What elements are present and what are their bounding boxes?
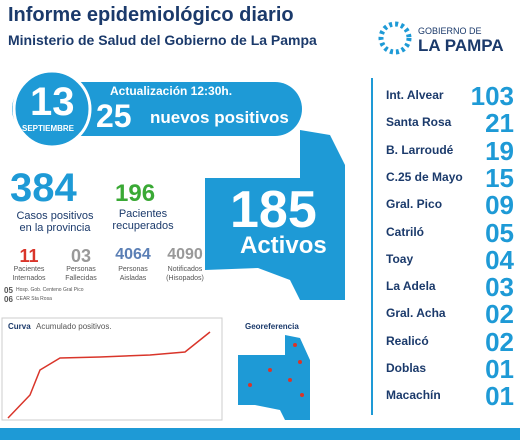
locality-name: Catriló — [386, 224, 425, 239]
locality-count: 21 — [485, 108, 514, 139]
curve-title: Curva — [8, 322, 31, 331]
small-stat-label: Pacientes — [13, 266, 45, 273]
locality-name: Toay — [386, 251, 414, 266]
small-stat-label2: (Hisopados) — [166, 275, 204, 282]
locality-count: 01 — [485, 354, 514, 384]
locality-count: 02 — [485, 299, 514, 330]
date-day: 13 — [30, 80, 75, 124]
locality-count: 09 — [485, 190, 514, 221]
small-stat-label: Personas — [66, 266, 96, 273]
locality-count: 02 — [485, 326, 514, 357]
small-stat-label2: Aisladas — [119, 275, 147, 282]
active-count: 185 — [230, 181, 317, 239]
recovered: 196 — [115, 180, 156, 207]
locality-name: Doblas — [386, 361, 427, 375]
recovered-label: Pacientes recuperados — [112, 208, 174, 232]
subtitle: Ministerio de Salud del Gobierno de La P… — [8, 32, 317, 48]
locality-name: Realicó — [386, 333, 429, 348]
locality-count: 15 — [485, 162, 514, 193]
locality-count: 03 — [485, 272, 514, 303]
active-label: Activos — [240, 232, 327, 259]
note-value: 06 — [4, 295, 13, 304]
locality-name: C.25 de Mayo — [386, 169, 463, 184]
locality-count: 01 — [485, 381, 514, 412]
locality-name: La Adela — [386, 279, 436, 294]
locality-count: 04 — [485, 244, 514, 275]
locality-name: Gral. Acha — [386, 306, 446, 321]
title: Informe epidemiológico diario — [8, 4, 294, 26]
small-stat-label2: Fallecidas — [65, 275, 97, 282]
curve-subtitle: Acumulado positivos. — [36, 322, 112, 331]
small-stat-label: Personas — [118, 266, 148, 273]
small-stat-label: Notificados — [167, 266, 203, 273]
locality-count: 05 — [485, 217, 514, 248]
logo-top: GOBIERNO DE — [418, 26, 482, 36]
date-month: SEPTIEMBRE — [22, 124, 75, 133]
locality-name: B. Larroudé — [386, 142, 454, 157]
locality-count: 103 — [470, 81, 514, 111]
small-stat-value: 4090 — [167, 246, 203, 263]
small-stat-value: 11 — [19, 246, 39, 266]
logo-bottom: LA PAMPA — [418, 36, 504, 55]
locality-name: Gral. Pico — [386, 197, 443, 212]
note-label: CEAR Sta Rosa — [16, 296, 52, 302]
new-label: nuevos positivos — [150, 108, 289, 127]
note-label: Hosp. Gob. Centeno Gral Pico — [16, 287, 84, 293]
locality-name: Santa Rosa — [386, 115, 452, 130]
cases-label: Casos positivos en la provincia — [16, 210, 94, 234]
update-time: Actualización 12:30h. — [110, 84, 233, 98]
locality-name: Int. Alvear — [386, 88, 444, 102]
small-stat-value: 03 — [70, 246, 92, 266]
locality-name: Macachín — [386, 388, 441, 403]
locality-count: 19 — [485, 135, 514, 166]
small-stat-label2: Internados — [12, 275, 46, 282]
cases: 384 — [10, 166, 77, 210]
small-stat-value: 4064 — [115, 246, 151, 263]
note-value: 05 — [4, 286, 13, 295]
geo-title: Georeferencia — [245, 322, 299, 331]
new-count: 25 — [96, 98, 132, 134]
